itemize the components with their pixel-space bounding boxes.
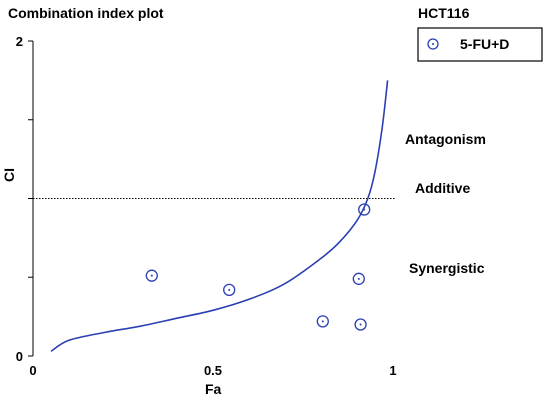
data-point-ring [223, 283, 236, 297]
legend-label: 5-FU+D [460, 36, 509, 52]
legend-marker-dot [432, 43, 434, 45]
data-point-dot [321, 320, 324, 323]
y-axis-ticks: 02 [16, 34, 33, 364]
data-point-ring [316, 315, 329, 328]
data-point-dot [228, 288, 231, 291]
data-point-ring [354, 318, 367, 331]
zone-label-antagonism: Antagonism [405, 131, 486, 147]
y-tick-label: 2 [16, 34, 23, 49]
x-tick-label: 0 [29, 363, 36, 378]
data-point-dot [150, 274, 153, 277]
data-point [354, 318, 367, 331]
fitted-ci-curve [50, 80, 389, 352]
x-axis-ticks: 0 0.5 1 [29, 363, 396, 378]
x-axis-label: Fa [205, 381, 222, 397]
data-point-ring [352, 272, 365, 285]
chart-subtitle: HCT116 [418, 5, 470, 21]
data-point [352, 272, 365, 285]
data-point-ring [358, 203, 371, 216]
data-point-ring [145, 269, 158, 282]
plot-area: 02 0 0.5 1 [16, 34, 397, 378]
data-point [145, 269, 158, 282]
chart-title: Combination index plot [8, 5, 164, 21]
x-tick-label: 0.5 [204, 363, 222, 378]
data-point-dot [359, 323, 362, 326]
legend: 5-FU+D [417, 27, 543, 62]
legend-marker-ring [427, 38, 439, 50]
zone-label-additive: Additive [415, 180, 470, 196]
x-tick-label: 1 [389, 363, 396, 378]
y-tick-label: 0 [16, 349, 23, 364]
y-axis-label: CI [1, 168, 17, 182]
data-point [223, 283, 236, 297]
data-point [316, 315, 329, 328]
zone-label-synergistic: Synergistic [409, 260, 485, 276]
data-point-dot [363, 208, 366, 211]
legend-box [417, 27, 543, 62]
data-points [145, 203, 371, 331]
data-point [358, 203, 371, 216]
data-point-dot [357, 277, 360, 280]
